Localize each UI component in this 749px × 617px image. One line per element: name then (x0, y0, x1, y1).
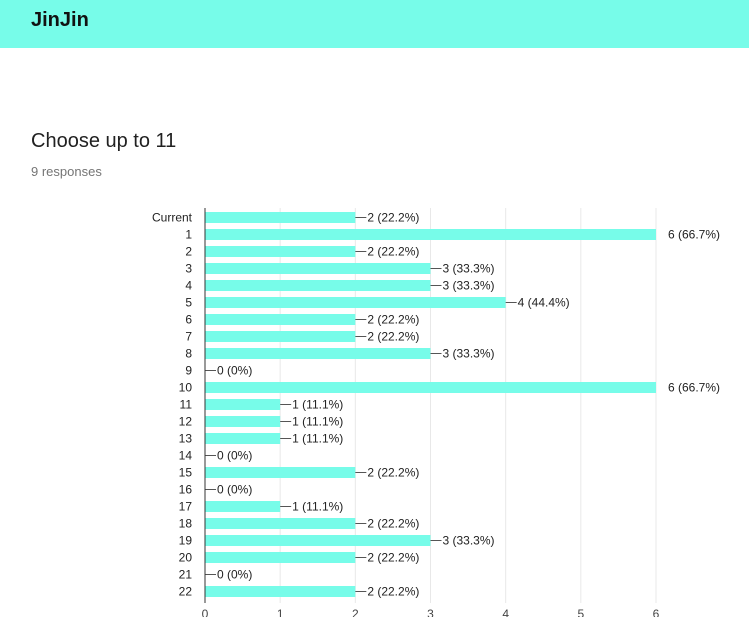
category-label: 1 (185, 228, 192, 242)
x-tick-label: 3 (427, 607, 434, 617)
x-tick-label: 0 (202, 607, 209, 617)
x-tick-label: 6 (653, 607, 660, 617)
bar (205, 535, 431, 546)
category-label: 4 (185, 279, 192, 293)
x-tick-label: 5 (577, 607, 584, 617)
data-label: 2 (22.2%) (367, 245, 419, 259)
bar (205, 229, 656, 240)
data-label: 1 (11.1%) (292, 415, 343, 429)
bar-chart: Current 2 (22.2%) 1 6 (66.7%) 2 2 (22.2%) 3 3 (… (152, 208, 720, 617)
data-label: 1 (11.1%) (292, 500, 343, 514)
category-label: 17 (179, 500, 193, 514)
category-label: 16 (179, 483, 193, 497)
bar (205, 263, 431, 274)
bar (205, 552, 356, 563)
bar (205, 433, 281, 444)
category-label: 6 (185, 313, 192, 327)
data-label: 2 (22.2%) (367, 330, 419, 344)
category-label: 7 (185, 330, 192, 344)
data-label: 0 (0%) (217, 568, 252, 582)
bar (205, 212, 356, 223)
data-label: 3 (33.3%) (443, 347, 495, 361)
bar (205, 518, 356, 529)
bar (205, 331, 356, 342)
category-label: 3 (185, 262, 192, 276)
category-label: 15 (179, 466, 193, 480)
x-tick-label: 2 (352, 607, 359, 617)
category-label: 10 (179, 381, 193, 395)
data-label: 2 (22.2%) (367, 313, 419, 327)
x-tick-label: 4 (502, 607, 509, 617)
data-label: 6 (66.7%) (668, 381, 720, 395)
data-label: 0 (0%) (217, 449, 252, 463)
data-label: 3 (33.3%) (443, 534, 495, 548)
data-label: 3 (33.3%) (443, 262, 495, 276)
category-label: 13 (179, 432, 193, 446)
category-label: 20 (179, 551, 193, 565)
app-title: JinJin (31, 9, 89, 31)
data-label: 2 (22.2%) (367, 551, 419, 565)
bar (205, 297, 506, 308)
category-label: 11 (180, 398, 193, 412)
bar (205, 314, 356, 325)
data-label: 1 (11.1%) (292, 398, 343, 412)
bar (205, 467, 356, 478)
bar (205, 246, 356, 257)
category-label: Current (152, 211, 193, 225)
category-label: 22 (179, 585, 193, 599)
bar (205, 280, 431, 291)
data-label: 2 (22.2%) (367, 466, 419, 480)
bar (205, 382, 656, 393)
bar (205, 501, 281, 512)
data-label: 2 (22.2%) (367, 585, 419, 599)
x-tick-label: 1 (277, 607, 284, 617)
header-bar: JinJin (0, 0, 749, 48)
category-label: 12 (179, 415, 193, 429)
category-label: 21 (179, 568, 193, 582)
category-label: 2 (185, 245, 192, 259)
data-label: 4 (44.4%) (518, 296, 570, 310)
category-label: 8 (185, 347, 192, 361)
data-label: 2 (22.2%) (367, 211, 419, 225)
data-label: 3 (33.3%) (443, 279, 495, 293)
category-label: 18 (179, 517, 193, 531)
data-label: 0 (0%) (217, 364, 252, 378)
category-label: 14 (179, 449, 193, 463)
category-label: 19 (179, 534, 193, 548)
data-label: 6 (66.7%) (668, 228, 720, 242)
bar (205, 399, 281, 410)
category-label: 9 (185, 364, 192, 378)
data-label: 0 (0%) (217, 483, 252, 497)
category-label: 5 (185, 296, 192, 310)
data-label: 2 (22.2%) (367, 517, 419, 531)
question-title: Choose up to 11 (31, 130, 177, 152)
response-count: 9 responses (31, 164, 102, 179)
bar (205, 348, 431, 359)
bar (205, 586, 356, 597)
bar (205, 416, 281, 427)
data-label: 1 (11.1%) (292, 432, 343, 446)
